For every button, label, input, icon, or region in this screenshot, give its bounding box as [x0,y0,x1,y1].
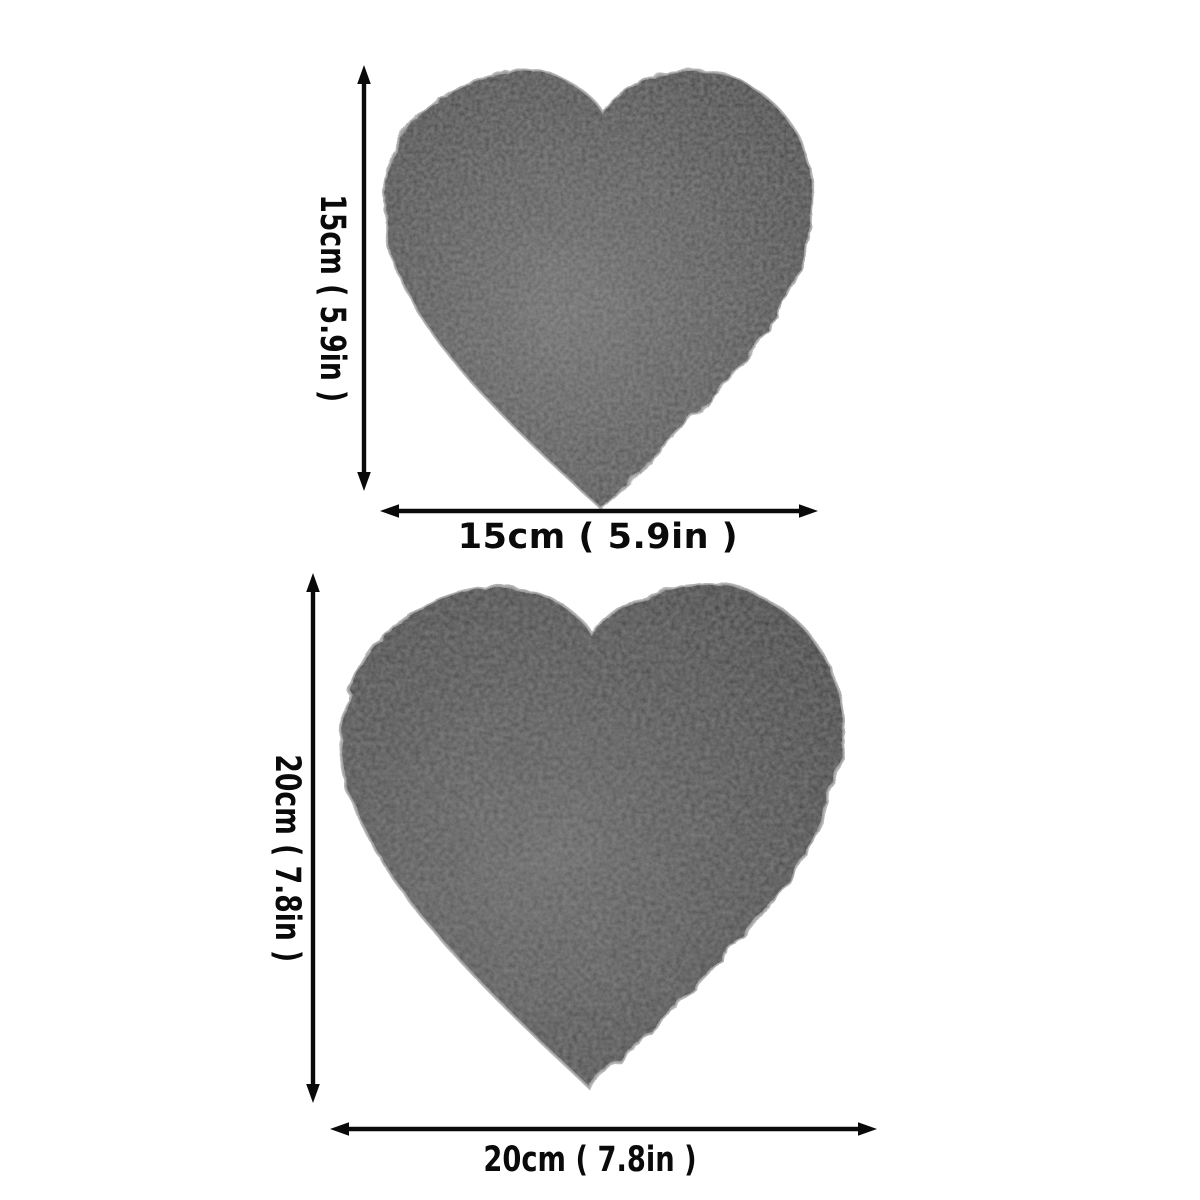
small-slate-heart-image [381,66,812,507]
large-heart-width-arrow [330,1122,877,1136]
small-heart-width-label: 15cm ( 5.9in ) [457,517,739,557]
small-heart-height-label: 15cm ( 5.9in ) [312,194,352,403]
large-heart-height-label: 20cm ( 7.8in ) [267,754,307,963]
large-heart-height-arrow [306,573,320,1103]
small-heart-height-arrow [357,65,371,491]
small-heart-width-arrow [380,504,818,518]
large-heart-width-label: 20cm ( 7.8in ) [483,1140,697,1180]
large-slate-heart-image [338,581,842,1087]
